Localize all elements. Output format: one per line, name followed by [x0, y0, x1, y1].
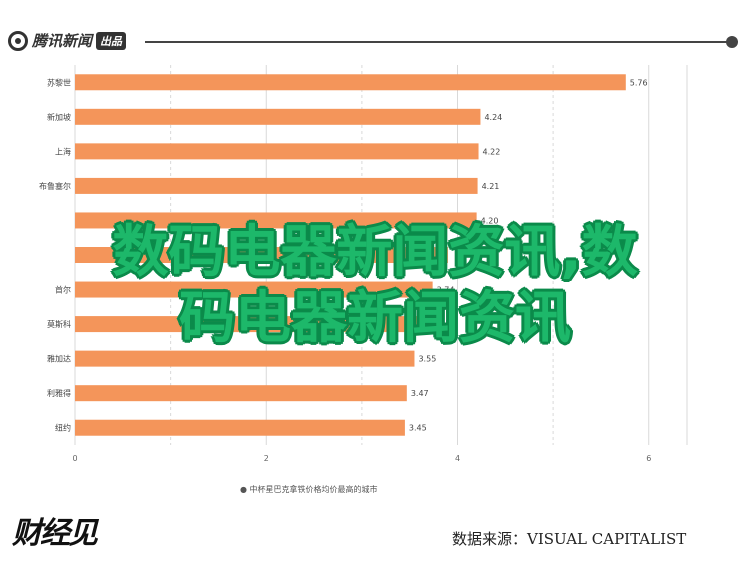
category-label: 布鲁塞尔 [39, 181, 71, 191]
tencent-news-logo: 腾讯新闻 出品 [8, 30, 127, 51]
header-divider-dot [726, 36, 738, 48]
bar [75, 350, 415, 367]
tencent-logo-icon [8, 30, 28, 51]
x-tick-label: 0 [72, 454, 77, 463]
footer-logo: 财经见 [12, 516, 98, 551]
bar [75, 316, 439, 333]
data-label: 4.21 [482, 182, 500, 191]
bar-chart: 0 2 4 6 苏黎世 5.76 新加坡 4.24 上海 4.22 布鲁塞尔 4.21 4.20 首尔 3.… [39, 65, 688, 463]
data-label: 3.74 [437, 286, 455, 295]
data-label: 3.55 [418, 355, 436, 364]
bar [75, 419, 405, 436]
category-label: 利雅得 [47, 388, 71, 398]
category-label: 苏黎世 [47, 77, 71, 87]
bar [75, 143, 479, 160]
bar [75, 281, 433, 298]
category-label: 莫斯科 [47, 319, 71, 329]
bar [75, 74, 626, 91]
data-label: 5.76 [630, 78, 648, 87]
logo-badge: 出品 [96, 31, 127, 50]
bar [75, 108, 481, 125]
category-label: 首尔 [55, 285, 71, 295]
data-label: 3.47 [411, 389, 429, 398]
category-label: 上海 [55, 146, 71, 156]
category-label: 雅加达 [47, 354, 71, 364]
chart-xlabel: ● 中杯星巴克拿铁价格均价最高的城市 [240, 485, 378, 494]
bar [75, 177, 478, 194]
bar [75, 385, 407, 402]
data-label: 3.45 [409, 424, 427, 433]
bar [75, 247, 448, 263]
header: 腾讯新闻 出品 [0, 0, 750, 70]
data-label: 4.22 [483, 147, 501, 156]
category-label: 新加坡 [47, 112, 71, 122]
footer-source: 数据来源：VISUAL CAPITALIST [452, 530, 687, 548]
category-label: 纽约 [55, 423, 71, 433]
x-tick-label: 2 [264, 454, 269, 463]
watermark-overlay: 数码电器新闻资讯,数 码电器新闻资讯 [0, 220, 750, 352]
x-tick-label: 4 [455, 454, 460, 463]
data-label: 4.24 [484, 113, 502, 122]
watermark-line-2: 码电器新闻资讯 [179, 286, 571, 351]
watermark-line-1: 数码电器新闻资讯,数 [112, 220, 638, 285]
x-tick-label: 6 [646, 454, 651, 463]
logo-text: 腾讯新闻 [32, 32, 93, 50]
header-divider [145, 41, 730, 43]
bar [75, 212, 477, 229]
data-label: 4.20 [481, 216, 499, 225]
